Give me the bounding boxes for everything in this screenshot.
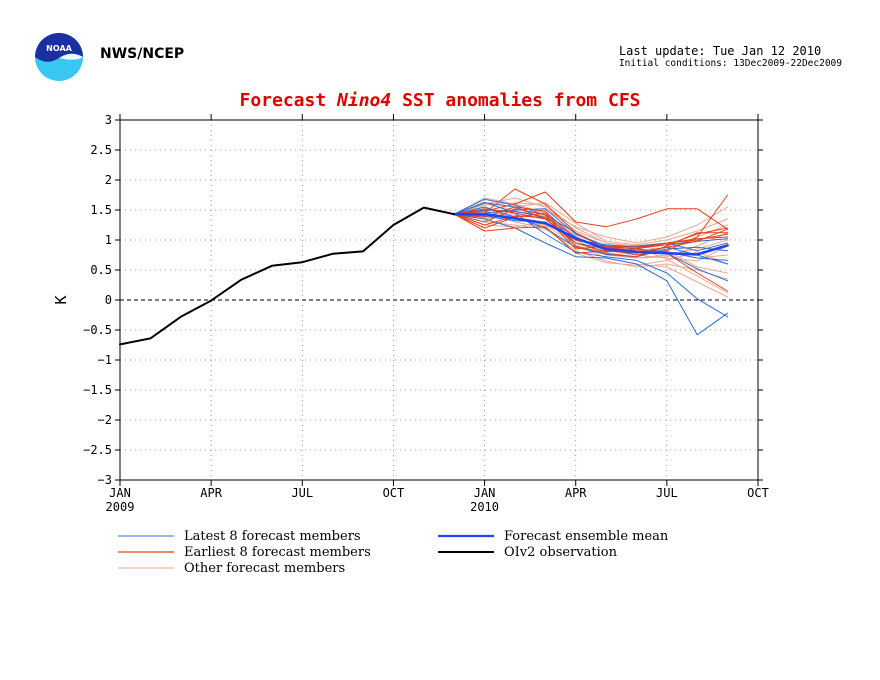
x-tick-label: APR bbox=[565, 486, 587, 500]
x-tick-label: OCT bbox=[747, 486, 769, 500]
noaa-logo-text: NOAA bbox=[46, 44, 72, 53]
y-tick-label: −2 bbox=[98, 413, 112, 427]
y-tick-label: 1 bbox=[105, 233, 112, 247]
x-tick-label: JUL bbox=[291, 486, 313, 500]
axis-layer: −3−2.5−2−1.5−1−0.500.511.522.53JAN2009AP… bbox=[52, 113, 769, 514]
legend-label-earliest: Earliest 8 forecast members bbox=[184, 545, 371, 560]
y-tick-label: 3 bbox=[105, 113, 112, 127]
initial-conditions-text: Initial conditions: 13Dec2009-22Dec2009 bbox=[618, 58, 842, 69]
y-tick-label: −3 bbox=[98, 473, 112, 487]
x-tick-label: JAN bbox=[474, 486, 496, 500]
other-member-line bbox=[453, 202, 729, 294]
x-tick-year: 2010 bbox=[470, 500, 499, 514]
legend-label-mean: Forecast ensemble mean bbox=[504, 529, 669, 544]
y-axis-label: K bbox=[52, 295, 70, 304]
y-tick-label: −1 bbox=[98, 353, 112, 367]
y-tick-label: 0.5 bbox=[90, 263, 112, 277]
series-layer bbox=[119, 188, 729, 346]
y-tick-label: −2.5 bbox=[83, 443, 112, 457]
y-tick-label: 1.5 bbox=[90, 203, 112, 217]
y-tick-label: 2.5 bbox=[90, 143, 112, 157]
y-tick-label: −0.5 bbox=[83, 323, 112, 337]
latest-member-line bbox=[453, 213, 729, 336]
x-tick-label: APR bbox=[200, 486, 222, 500]
grid-layer bbox=[120, 120, 758, 480]
last-update-text: Last update: Tue Jan 12 2010 bbox=[618, 44, 822, 58]
y-tick-label: −1.5 bbox=[83, 383, 112, 397]
other-member-line bbox=[453, 206, 729, 298]
x-tick-year: 2009 bbox=[106, 500, 135, 514]
noaa-logo: NOAA bbox=[35, 33, 83, 81]
title-prefix: Forecast bbox=[239, 90, 327, 111]
update-info: Last update: Tue Jan 12 2010 Initial con… bbox=[619, 44, 842, 69]
legend-label-latest: Latest 8 forecast members bbox=[184, 529, 361, 544]
ensemble-mean-line bbox=[452, 212, 729, 256]
earliest-member-line bbox=[453, 213, 729, 250]
title-suffix: SST anomalies from CFS bbox=[402, 90, 641, 111]
earliest-member-line bbox=[453, 191, 729, 230]
chart-title: Forecast Nino4 SST anomalies from CFS bbox=[0, 90, 880, 111]
earliest-member-line bbox=[453, 213, 729, 254]
title-region: Nino4 bbox=[337, 90, 392, 111]
x-tick-label: JUL bbox=[656, 486, 678, 500]
x-tick-label: OCT bbox=[383, 486, 405, 500]
y-tick-label: 2 bbox=[105, 173, 112, 187]
latest-member-line bbox=[453, 202, 729, 282]
x-tick-label: JAN bbox=[109, 486, 131, 500]
y-tick-label: 0 bbox=[105, 293, 112, 307]
agency-label: NWS/NCEP bbox=[100, 46, 185, 62]
observation-line bbox=[119, 206, 456, 346]
other-member-line bbox=[453, 210, 729, 266]
legend-label-observation: OIv2 observation bbox=[504, 545, 618, 560]
legend-label-other: Other forecast members bbox=[184, 561, 345, 576]
